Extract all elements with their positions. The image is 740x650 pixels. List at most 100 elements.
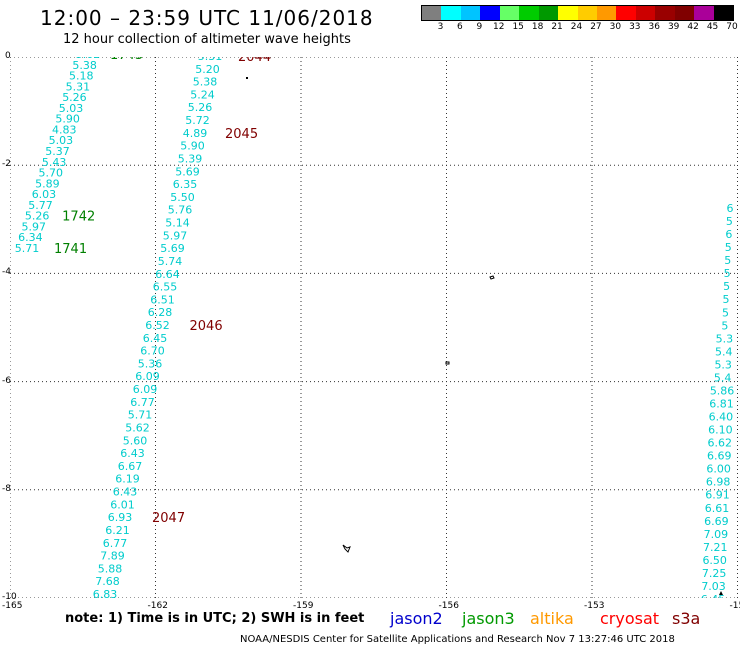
color-swatch	[460, 6, 481, 20]
wave-height-value: 5.62	[76, 57, 101, 61]
wave-height-value: 5.4	[714, 371, 732, 384]
color-scale-label: 36	[648, 22, 660, 32]
color-swatch	[519, 6, 539, 20]
color-swatch	[538, 6, 559, 20]
wave-height-value: 6.77	[130, 396, 155, 409]
longitude-label: -159	[293, 601, 314, 611]
wave-height-value: 5.60	[123, 434, 148, 447]
wave-height-value: 5.38	[72, 59, 97, 72]
satellite-legend-item: jason3	[462, 609, 515, 628]
page-title: 12:00 – 23:59 UTC 11/06/2018	[40, 6, 374, 30]
color-scale-label: 18	[531, 22, 544, 32]
wave-height-value: 5.89	[35, 177, 60, 190]
color-scale-label: 6	[457, 22, 463, 32]
wave-height-value: 5.97	[163, 229, 188, 242]
wave-height-value: 6.91	[705, 489, 730, 502]
wave-height-value: 5.20	[195, 63, 220, 76]
wave-height-value: 5.62	[125, 421, 150, 434]
wave-height-value: 6.40	[709, 411, 734, 424]
color-swatch	[674, 6, 695, 20]
wave-height-value: 5.43	[42, 156, 67, 169]
color-swatch	[577, 6, 597, 20]
wave-height-value: 5.18	[69, 70, 94, 83]
pass-time-label: 1741	[54, 242, 87, 257]
wave-height-value: 5.14	[165, 217, 190, 230]
wave-height-value: 5.86	[710, 384, 735, 397]
wave-height-value: 6.98	[706, 476, 731, 489]
wave-height-value: 7.68	[95, 575, 120, 588]
color-scale-label: 21	[551, 22, 563, 32]
wave-height-value: 7.25	[702, 567, 727, 580]
wave-height-value: 6.51	[150, 293, 175, 306]
color-swatch	[480, 6, 500, 20]
color-swatch	[713, 6, 733, 20]
color-scale-label: 9	[476, 22, 483, 32]
wave-height-value: 5.36	[138, 357, 163, 370]
wave-height-value: 6.34	[18, 231, 43, 244]
wave-height-value: 6.69	[707, 450, 732, 463]
wave-height-value: 6.43	[113, 486, 138, 499]
wave-height-value: 7.09	[704, 528, 729, 541]
satellite-legend-item: s3a	[672, 609, 701, 628]
wave-height-value: 6.55	[153, 281, 178, 294]
wave-height-value: 6.09	[133, 383, 158, 396]
wave-height-value: 5.24	[190, 88, 215, 101]
wave-height-value: 6.21	[105, 524, 130, 537]
wave-height-value: 6.01	[110, 498, 135, 511]
color-scale-label: 45	[706, 22, 719, 32]
satellite-legend-item: jason2	[390, 609, 443, 628]
wave-height-value: 5.03	[59, 102, 84, 115]
wave-height-value: 5.88	[98, 562, 123, 575]
wave-height-value: 5.97	[22, 220, 47, 233]
wave-height-value: 6	[725, 228, 732, 241]
wave-height-value: 5	[726, 215, 733, 228]
wave-height-value: 6.93	[108, 511, 133, 524]
color-scale-label: 12	[493, 22, 505, 32]
color-scale-label: 24	[570, 22, 583, 32]
wave-height-value: 6.43	[120, 447, 145, 460]
wave-height-value: 5.69	[160, 242, 185, 255]
wave-height-value: 5.50	[170, 191, 195, 204]
wave-height-value: 6.52	[145, 319, 170, 332]
wave-height-value: 5.77	[28, 199, 53, 212]
island-mark	[445, 361, 450, 365]
pass-time-label: 2046	[190, 319, 223, 334]
color-scale-label: 30	[609, 22, 622, 32]
wave-height-value: 5.74	[158, 255, 183, 268]
wave-height-value: 6.10	[708, 424, 733, 437]
wave-height-value: 6.77	[103, 537, 128, 550]
color-scale-label: 15	[512, 22, 524, 32]
color-swatch	[441, 6, 461, 20]
wave-height-value: 5.31	[66, 80, 91, 93]
wave-height-value: 4.89	[183, 127, 208, 140]
latitude-label: -8	[2, 483, 11, 494]
pass-time-label: 2044	[238, 57, 271, 65]
color-swatch	[558, 6, 578, 20]
page-subtitle: 12 hour collection of altimeter wave hei…	[63, 32, 351, 47]
wave-height-map: 5.625.385.185.315.265.035.904.835.035.37…	[10, 57, 738, 598]
wave-height-value: 6.69	[704, 515, 729, 528]
color-swatch	[635, 6, 656, 20]
color-scale-label: 3	[437, 22, 444, 32]
wave-height-value: 6.70	[140, 345, 165, 358]
wave-height-value: 5.90	[180, 140, 205, 153]
latitude-label: -4	[2, 267, 11, 278]
wave-height-value: 5.37	[45, 145, 70, 158]
pass-time-label: 1742	[62, 210, 95, 225]
longitude-label: -162	[147, 601, 168, 611]
color-swatch	[422, 6, 442, 20]
wave-height-value: 5.3	[716, 332, 734, 345]
color-swatch	[616, 6, 636, 20]
wave-height-value: 5	[723, 293, 730, 306]
wave-height-value: 6.50	[702, 554, 727, 567]
wave-height-value: 5.71	[128, 409, 153, 422]
color-swatch	[694, 6, 714, 20]
island-mark	[246, 77, 248, 79]
wave-height-value: 6.35	[173, 178, 198, 191]
color-scale-label: 42	[687, 22, 699, 32]
pass-time-label: 2047	[152, 511, 185, 526]
color-scale-bar	[421, 5, 734, 21]
wave-height-value: 5.38	[193, 76, 218, 89]
wave-height-value: 5	[724, 254, 731, 267]
